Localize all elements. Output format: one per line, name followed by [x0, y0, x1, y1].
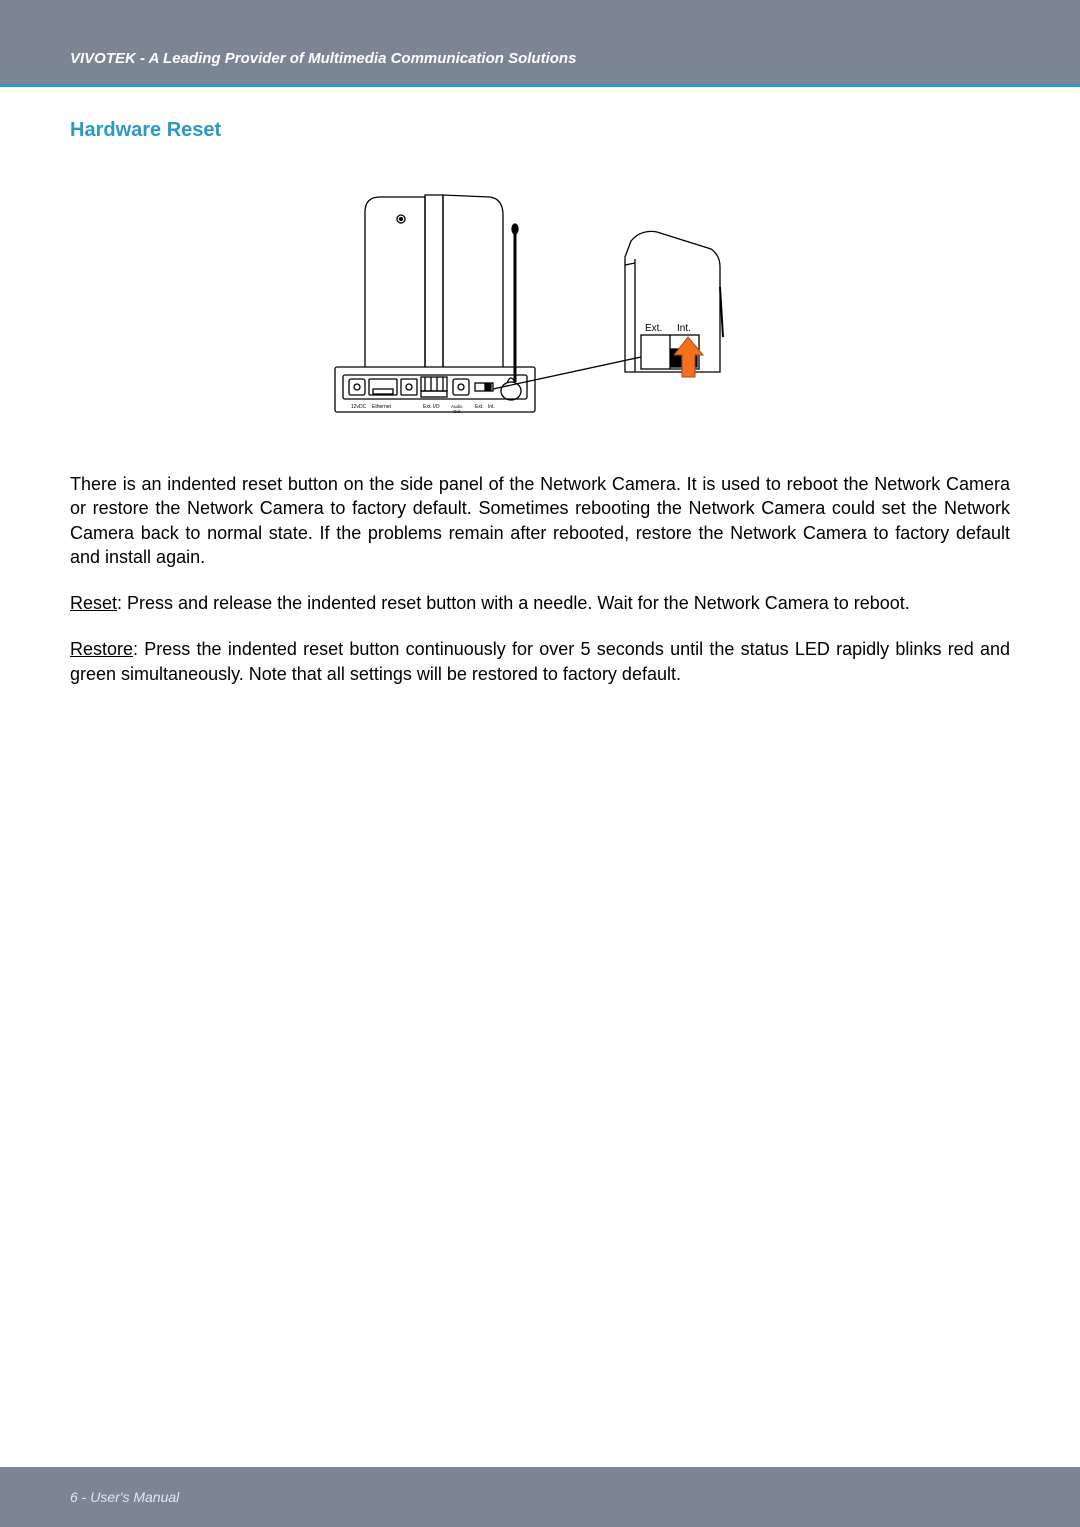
camera-diagram-svg: 12vDC Ethernet Ext. I/O Audio Out Ext. I… — [325, 177, 755, 427]
hardware-reset-figure: 12vDC Ethernet Ext. I/O Audio Out Ext. I… — [70, 177, 1010, 427]
svg-text:Int.: Int. — [488, 404, 495, 410]
svg-text:Ethernet: Ethernet — [372, 404, 392, 410]
svg-text:Ext.: Ext. — [475, 404, 484, 410]
svg-text:Out: Out — [453, 409, 461, 414]
reset-body: : Press and release the indented reset b… — [117, 593, 910, 613]
reset-paragraph: Reset: Press and release the indented re… — [70, 591, 1010, 615]
svg-text:12vDC: 12vDC — [351, 404, 367, 410]
svg-text:Int.: Int. — [677, 323, 691, 334]
header-brand-line: VIVOTEK - A Leading Provider of Multimed… — [70, 50, 576, 67]
svg-text:Ext. I/O: Ext. I/O — [423, 404, 440, 410]
header-underline — [0, 84, 1080, 87]
section-title: Hardware Reset — [70, 119, 1010, 142]
svg-text:Ext.: Ext. — [645, 323, 662, 334]
reset-term: Reset — [70, 593, 117, 613]
intro-paragraph: There is an indented reset button on the… — [70, 472, 1010, 569]
header-band: VIVOTEK - A Leading Provider of Multimed… — [0, 0, 1080, 84]
footer-page-label: 6 - User's Manual — [70, 1489, 179, 1505]
footer-band: 6 - User's Manual — [0, 1467, 1080, 1527]
restore-body: : Press the indented reset button contin… — [70, 639, 1010, 683]
restore-term: Restore — [70, 639, 133, 659]
page-content: Hardware Reset — [0, 84, 1080, 686]
restore-paragraph: Restore: Press the indented reset button… — [70, 637, 1010, 686]
